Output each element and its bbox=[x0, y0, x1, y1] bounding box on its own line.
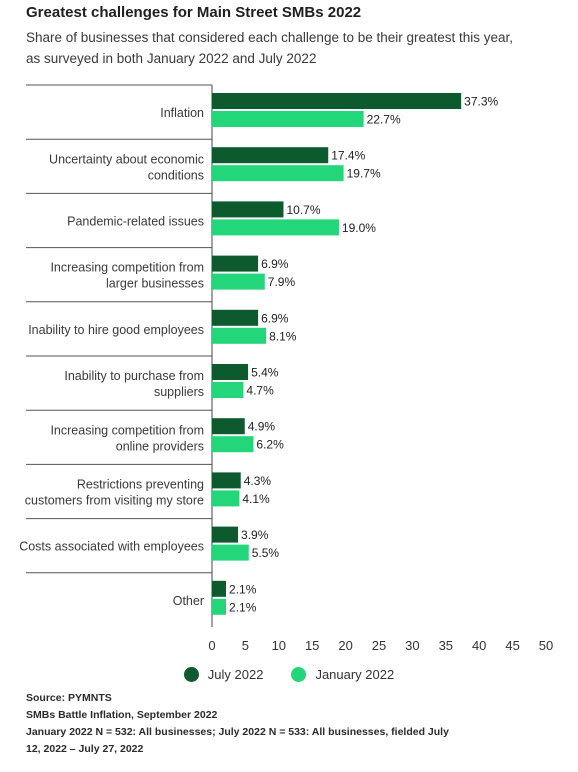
category-label: Inability to hire good employees bbox=[28, 323, 204, 337]
subtitle-line-2: as surveyed in both January 2022 and Jul… bbox=[26, 51, 317, 66]
data-label: 6.9% bbox=[261, 257, 289, 271]
x-tick-label: 45 bbox=[505, 638, 519, 653]
footer-sample-line-2: 12, 2022 – July 27, 2022 bbox=[26, 743, 144, 755]
bar-january bbox=[212, 490, 240, 507]
data-label: 4.3% bbox=[244, 474, 272, 488]
x-tick-label: 0 bbox=[208, 638, 215, 653]
bar-july bbox=[212, 201, 284, 218]
bar-july bbox=[212, 580, 227, 597]
subtitle-line-1: Share of businesses that considered each… bbox=[26, 30, 514, 45]
legend-swatch-january bbox=[291, 667, 307, 682]
x-tick-label: 15 bbox=[305, 638, 319, 653]
footer-report: SMBs Battle Inflation, September 2022 bbox=[26, 709, 218, 721]
category-label: Costs associated with employees bbox=[19, 540, 204, 554]
bar-july bbox=[212, 526, 239, 543]
category-label: Increasing competition from bbox=[50, 423, 204, 437]
data-label: 10.7% bbox=[286, 203, 320, 217]
category-label: online providers bbox=[116, 439, 204, 453]
x-tick-label: 5 bbox=[242, 638, 249, 653]
footer-sample-line-1: January 2022 N = 532: All businesses; Ju… bbox=[26, 726, 449, 738]
bar-january bbox=[212, 165, 344, 182]
bar-july bbox=[212, 472, 241, 489]
bar-january bbox=[212, 273, 265, 290]
category-label: Other bbox=[173, 594, 204, 608]
x-tick-label: 50 bbox=[539, 638, 553, 653]
x-tick-label: 30 bbox=[405, 638, 419, 653]
bar-july bbox=[212, 309, 259, 326]
data-label: 19.7% bbox=[347, 167, 381, 181]
data-label: 6.9% bbox=[261, 311, 289, 325]
x-tick-label: 20 bbox=[338, 638, 352, 653]
bar-chart: Inflation 37.3% 22.7% Uncertainty about eco… bbox=[19, 84, 553, 653]
bar-january bbox=[212, 219, 339, 236]
category-label: larger businesses bbox=[106, 277, 204, 291]
data-label: 2.1% bbox=[229, 600, 257, 614]
footer-source: Source: PYMNTS bbox=[26, 692, 112, 704]
x-tick-label: 35 bbox=[439, 638, 453, 653]
bar-january bbox=[212, 598, 227, 615]
legend-item-july: July 2022 bbox=[183, 667, 264, 682]
bar-july bbox=[212, 255, 259, 272]
x-tick-label: 40 bbox=[472, 638, 486, 653]
category-label: Pandemic-related issues bbox=[67, 215, 204, 229]
category-label: Inability to purchase from bbox=[64, 369, 204, 383]
bar-july bbox=[212, 418, 245, 435]
bar-january bbox=[212, 382, 244, 398]
data-label: 3.9% bbox=[241, 528, 269, 542]
bar-january bbox=[212, 111, 364, 127]
category-label: suppliers bbox=[154, 385, 204, 399]
chart-title: Greatest challenges for Main Street SMBs… bbox=[26, 4, 362, 21]
data-label: 2.1% bbox=[229, 582, 257, 596]
data-label: 5.4% bbox=[251, 366, 279, 380]
bar-july bbox=[212, 93, 462, 109]
data-label: 6.2% bbox=[256, 438, 284, 452]
data-label: 4.1% bbox=[242, 492, 270, 506]
category-label: Uncertainty about economic bbox=[49, 152, 204, 166]
bar-july bbox=[212, 364, 249, 380]
legend-label-january: January 2022 bbox=[315, 667, 395, 682]
data-label: 5.5% bbox=[252, 546, 280, 560]
data-label: 22.7% bbox=[367, 113, 401, 127]
category-label: Inflation bbox=[160, 106, 204, 120]
data-label: 7.9% bbox=[268, 275, 296, 289]
bar-january bbox=[212, 327, 267, 344]
chart-legend: July 2022 January 2022 bbox=[0, 667, 578, 682]
category-label: Restrictions preventing bbox=[77, 478, 204, 492]
bar-january bbox=[212, 544, 249, 561]
data-label: 17.4% bbox=[331, 149, 365, 163]
chart-footer: Source: PYMNTS SMBs Battle Inflation, Se… bbox=[26, 690, 449, 758]
bar-january bbox=[212, 436, 254, 453]
legend-label-july: July 2022 bbox=[207, 667, 264, 682]
data-label: 4.9% bbox=[248, 420, 276, 434]
data-label: 37.3% bbox=[464, 95, 498, 109]
data-label: 8.1% bbox=[269, 329, 297, 343]
x-tick-label: 10 bbox=[272, 638, 286, 653]
category-label: Increasing competition from bbox=[50, 261, 204, 275]
legend-swatch-july bbox=[183, 667, 199, 682]
x-tick-label: 25 bbox=[372, 638, 386, 653]
bar-july bbox=[212, 147, 329, 164]
data-label: 19.0% bbox=[342, 221, 376, 235]
data-label: 4.7% bbox=[246, 384, 274, 398]
chart-subtitle: Share of businesses that considered each… bbox=[26, 27, 566, 69]
category-label: customers from visiting my store bbox=[25, 494, 204, 508]
category-label: conditions bbox=[148, 168, 204, 182]
legend-item-january: January 2022 bbox=[291, 667, 394, 682]
